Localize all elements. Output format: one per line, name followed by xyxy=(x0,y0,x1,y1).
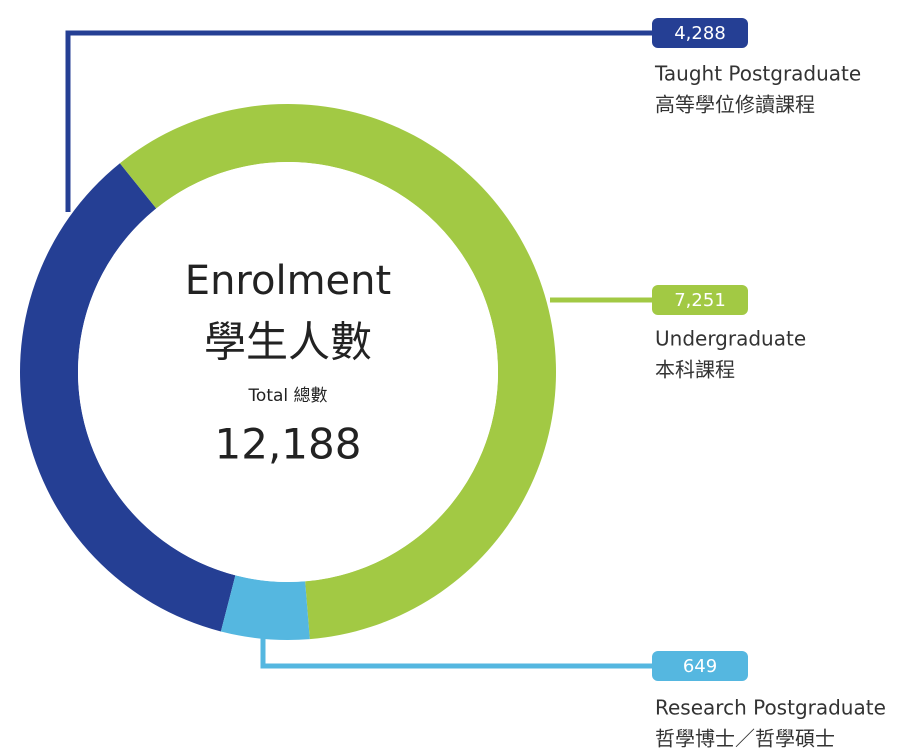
center-title-zh: 學生人數 xyxy=(204,318,372,367)
donut-hole xyxy=(78,162,498,582)
donut-segment xyxy=(220,575,310,640)
category-label: Research Postgraduate xyxy=(655,696,886,720)
total: 12,188 xyxy=(215,420,362,469)
category-label-zh: 本科課程 xyxy=(655,358,735,382)
value-badge xyxy=(652,18,748,48)
value-label: 7,251 xyxy=(674,290,726,311)
category-label: Taught Postgraduate xyxy=(654,62,861,86)
leader-line xyxy=(65,30,655,212)
donut-segment xyxy=(20,163,236,632)
value-badge xyxy=(652,285,748,315)
value-label: 649 xyxy=(683,656,717,677)
leader-line xyxy=(260,628,655,669)
total-caption: Total 總數 xyxy=(247,386,327,406)
category-label: Undergraduate xyxy=(655,327,806,351)
value-badge xyxy=(652,651,748,681)
center-title: Enrolment xyxy=(185,258,391,304)
value-label: 4,288 xyxy=(674,23,726,44)
category-label-zh: 哲學博士／哲學碩士 xyxy=(655,727,835,751)
donut-segment xyxy=(119,104,556,640)
category-label-zh: 高等學位修讀課程 xyxy=(655,93,815,117)
